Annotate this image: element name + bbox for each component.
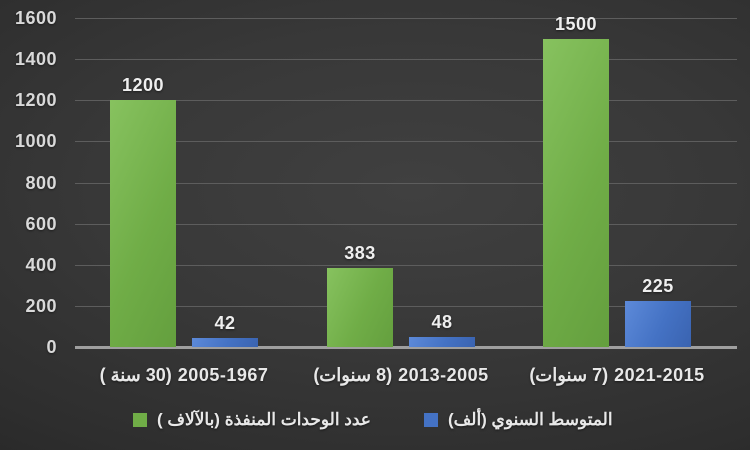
gridline — [75, 141, 737, 142]
y-axis-tick-label: 1200 — [14, 90, 57, 110]
gridline — [75, 183, 737, 184]
y-axis-tick-label: 400 — [25, 255, 57, 275]
gridline — [75, 224, 737, 225]
gridline — [75, 265, 737, 266]
y-axis-tick-label: 200 — [25, 296, 57, 316]
value-label: 383 — [344, 243, 376, 264]
gridline — [75, 18, 737, 19]
bar-units-2005-2013 — [327, 268, 393, 347]
category-duration: (30 سنة ) — [99, 364, 172, 385]
y-axis-tick-label: 1000 — [14, 131, 57, 151]
y-axis-tick-label: 800 — [25, 173, 57, 193]
legend-marker-units — [133, 413, 147, 427]
value-label: 1500 — [554, 13, 598, 34]
bar-units-1967-2005 — [110, 100, 176, 347]
y-axis-tick-label: 1400 — [14, 49, 57, 69]
category-label-1967-2005: (30 سنة ) 2005-1967 — [69, 362, 299, 388]
y-axis-tick-label: 600 — [25, 214, 57, 234]
legend-item-units: عدد الوحدات المنفذة (بالآلاف ) — [133, 409, 371, 431]
bar-units-2015-2021 — [543, 38, 609, 347]
gridline — [75, 306, 737, 307]
category-range: 2013-2005 — [398, 364, 489, 385]
category-range: 2021-2015 — [614, 364, 705, 385]
category-label-2005-2013: (8 سنوات) 2013-2005 — [286, 362, 516, 388]
category-label-2015-2021: (7 سنوات) 2021-2015 — [502, 362, 732, 388]
legend-label-average: المتوسط السنوي (ألف) — [448, 410, 613, 429]
plot-area: 1200 42 383 48 1500 225 — [75, 14, 737, 349]
category-duration: (8 سنوات) — [313, 364, 393, 385]
gridline — [75, 59, 737, 60]
gridline — [75, 100, 737, 101]
y-axis-tick-label: 1600 — [14, 8, 57, 28]
bar-average-1967-2005 — [192, 338, 258, 347]
value-label: 1200 — [121, 75, 165, 96]
category-range: 2005-1967 — [177, 364, 269, 385]
category-duration: (7 سنوات) — [529, 364, 609, 385]
x-axis-line — [75, 346, 737, 349]
value-label: 42 — [214, 313, 236, 334]
y-axis-tick-label: 0 — [46, 337, 57, 357]
value-label: 225 — [642, 275, 674, 296]
bar-average-2005-2013 — [409, 337, 475, 347]
bar-average-2015-2021 — [625, 300, 691, 347]
legend-item-average: المتوسط السنوي (ألف) — [424, 409, 613, 431]
value-label: 48 — [431, 312, 453, 333]
legend-marker-average — [424, 413, 438, 427]
legend-label-units: عدد الوحدات المنفذة (بالآلاف ) — [157, 410, 371, 429]
